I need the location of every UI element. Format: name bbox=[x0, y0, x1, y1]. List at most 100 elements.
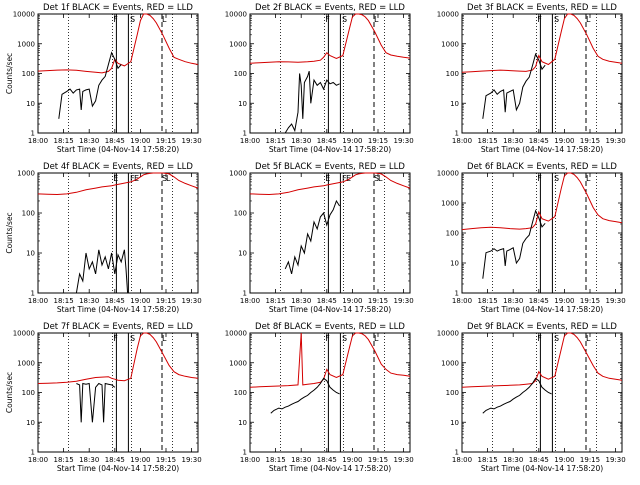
x-axis-label: Start Time (04-Nov-14 17:58:20) bbox=[481, 145, 603, 154]
y-tick-label: 10 bbox=[450, 100, 459, 108]
x-axis-label: Start Time (04-Nov-14 17:58:20) bbox=[57, 305, 179, 314]
y-tick-label: 1000 bbox=[17, 170, 35, 178]
y-tick-label: 10000 bbox=[437, 11, 459, 19]
y-tick-label: 1 bbox=[455, 290, 459, 298]
attenuator-flag: L bbox=[586, 15, 591, 24]
y-tick-label: 1000 bbox=[229, 40, 247, 48]
x-tick-label: 18:45 bbox=[317, 297, 337, 305]
x-tick-label: 18:45 bbox=[529, 297, 549, 305]
attenuator-flag: E bbox=[134, 174, 139, 183]
attenuator-flag: L bbox=[374, 15, 379, 24]
attenuator-flag: L bbox=[586, 174, 591, 183]
attenuator-flag: S bbox=[130, 334, 135, 343]
x-tick-label: 18:15 bbox=[478, 297, 498, 305]
lld-series-line bbox=[461, 332, 623, 388]
lld-series-line bbox=[461, 13, 623, 73]
x-tick-label: 19:00 bbox=[342, 137, 362, 145]
y-tick-label: 10000 bbox=[225, 11, 247, 19]
lld-series-line bbox=[461, 172, 623, 231]
y-tick-label: 1 bbox=[31, 449, 35, 457]
x-tick-label: 18:30 bbox=[503, 137, 523, 145]
x-tick-label: 18:15 bbox=[266, 297, 286, 305]
y-axis-label: Counts/sec bbox=[5, 212, 14, 253]
attenuator-flag: F bbox=[113, 15, 118, 24]
attenuator-flag: S bbox=[130, 15, 135, 24]
x-tick-label: 19:15 bbox=[368, 456, 388, 464]
plot-frame bbox=[461, 332, 623, 453]
x-tick-label: 18:00 bbox=[452, 297, 472, 305]
x-tick-label: 18:30 bbox=[291, 456, 311, 464]
plot-frame bbox=[37, 332, 199, 453]
events-series-line bbox=[284, 199, 341, 275]
lld-series-line bbox=[37, 332, 199, 384]
plot-frame bbox=[249, 332, 411, 453]
attenuator-flag: L bbox=[162, 15, 167, 24]
panel-title: Det 5f BLACK = Events, RED = LLD bbox=[255, 162, 405, 172]
x-tick-label: 19:30 bbox=[182, 297, 202, 305]
x-tick-label: 19:15 bbox=[580, 137, 600, 145]
attenuator-flag: S bbox=[554, 174, 559, 183]
attenuator-flag: F bbox=[342, 174, 347, 183]
attenuator-flag: L bbox=[374, 334, 379, 343]
chart-panel-7: Det 7f BLACK = Events, RED = LLD F S L 1 10 10… bbox=[5, 322, 202, 473]
plot-frame bbox=[37, 172, 199, 294]
y-axis-label: Counts/sec bbox=[5, 53, 14, 94]
events-series-line bbox=[284, 70, 340, 134]
panel-title: Det 7f BLACK = Events, RED = LLD bbox=[43, 322, 193, 332]
x-tick-label: 19:15 bbox=[156, 456, 176, 464]
y-tick-label: 100 bbox=[234, 389, 247, 397]
x-tick-label: 18:45 bbox=[529, 137, 549, 145]
x-tick-label: 18:00 bbox=[452, 137, 472, 145]
chart-panel-2: Det 2f BLACK = Events, RED = LLD F S L 1 10 10… bbox=[225, 3, 414, 154]
chart-panel-9: Det 9f BLACK = Events, RED = LLD F S L 1 10 10… bbox=[437, 322, 626, 473]
lld-series-line bbox=[249, 13, 411, 64]
x-tick-label: 18:15 bbox=[266, 137, 286, 145]
x-tick-label: 19:00 bbox=[130, 297, 150, 305]
events-series-line bbox=[58, 51, 122, 119]
x-tick-label: 18:45 bbox=[317, 456, 337, 464]
panel-title: Det 3f BLACK = Events, RED = LLD bbox=[467, 3, 617, 13]
x-tick-label: 19:00 bbox=[554, 137, 574, 145]
x-axis-label: Start Time (04-Nov-14 17:58:20) bbox=[269, 305, 391, 314]
y-tick-label: 1 bbox=[455, 130, 459, 138]
y-tick-label: 1000 bbox=[441, 40, 459, 48]
x-tick-label: 18:30 bbox=[79, 456, 99, 464]
x-tick-label: 18:00 bbox=[240, 456, 260, 464]
y-tick-label: 10 bbox=[26, 250, 35, 258]
attenuator-flag: S bbox=[342, 15, 347, 24]
x-tick-label: 19:30 bbox=[394, 297, 414, 305]
attenuator-flag: F bbox=[537, 174, 542, 183]
x-tick-label: 19:00 bbox=[130, 456, 150, 464]
panel-title: Det 6f BLACK = Events, RED = LLD bbox=[467, 162, 617, 172]
events-series-line bbox=[482, 377, 552, 414]
x-tick-label: 19:15 bbox=[368, 297, 388, 305]
y-tick-label: 100 bbox=[446, 230, 459, 238]
y-tick-label: 1000 bbox=[229, 170, 247, 178]
y-tick-label: 100 bbox=[22, 210, 35, 218]
y-tick-label: 10 bbox=[450, 419, 459, 427]
y-tick-label: 1000 bbox=[441, 200, 459, 208]
y-tick-label: 10 bbox=[26, 100, 35, 108]
y-tick-label: 1 bbox=[31, 130, 35, 138]
y-tick-label: 1000 bbox=[229, 359, 247, 367]
attenuator-flag: L bbox=[378, 174, 383, 183]
lld-series-line bbox=[37, 172, 199, 196]
x-tick-label: 19:15 bbox=[580, 456, 600, 464]
y-tick-label: 10 bbox=[238, 100, 247, 108]
x-tick-label: 19:00 bbox=[130, 137, 150, 145]
x-tick-label: 19:00 bbox=[554, 297, 574, 305]
x-tick-label: 19:30 bbox=[394, 137, 414, 145]
lld-series-line bbox=[249, 332, 411, 388]
attenuator-flag: E bbox=[113, 174, 118, 183]
x-axis-label: Start Time (04-Nov-14 17:58:20) bbox=[269, 464, 391, 473]
attenuator-flag: E bbox=[325, 174, 330, 183]
x-tick-label: 18:45 bbox=[317, 137, 337, 145]
attenuator-flag: F bbox=[325, 334, 330, 343]
events-series-line bbox=[482, 209, 546, 279]
x-tick-label: 18:00 bbox=[240, 297, 260, 305]
attenuator-flag: S bbox=[162, 174, 167, 183]
attenuator-flag: F bbox=[325, 15, 330, 24]
x-tick-label: 18:30 bbox=[291, 297, 311, 305]
